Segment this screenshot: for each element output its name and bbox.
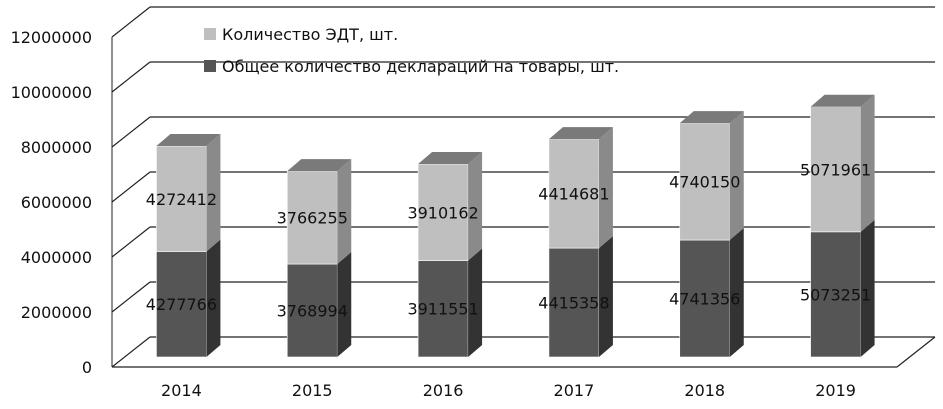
data-label: 4272412 <box>146 190 217 209</box>
bar-segment-front <box>679 122 731 241</box>
bar-segment-side <box>729 228 744 357</box>
bar-segment-front <box>679 239 731 358</box>
data-label: 3910162 <box>407 203 478 222</box>
data-label: 4414681 <box>538 185 609 204</box>
bar-segment-side <box>598 236 613 357</box>
legend-swatch <box>204 60 216 72</box>
legend-label: Общее количество деклараций на товары, ш… <box>222 57 619 76</box>
bar-top <box>156 134 221 147</box>
bar-segment-side <box>337 159 352 265</box>
bar-segment-front <box>156 145 207 252</box>
bar-segment-front <box>286 263 338 358</box>
bar-segment-front <box>810 231 861 358</box>
x-tick-label: 2014 <box>161 381 202 400</box>
grid-diagonal <box>111 61 151 93</box>
bar-segment-front <box>286 170 338 265</box>
data-label: 3766255 <box>277 209 348 228</box>
floor-right-edge <box>896 336 936 368</box>
data-label: 5071961 <box>800 160 871 179</box>
data-label: 3768994 <box>277 302 348 321</box>
bar-segment-side <box>860 94 875 232</box>
x-tick-label: 2016 <box>423 381 464 400</box>
grid-diagonal <box>111 116 151 148</box>
legend-swatch <box>204 28 216 40</box>
y-tick-label: 8000000 <box>21 138 92 157</box>
grid-diagonal <box>111 226 151 258</box>
y-tick-label: 0 <box>82 358 92 377</box>
data-label: 4740150 <box>669 173 740 192</box>
grid-diagonal <box>111 6 151 38</box>
x-tick-label: 2015 <box>292 381 333 400</box>
bar-segment-side <box>468 248 483 357</box>
data-label: 4741356 <box>669 290 740 309</box>
bar-segment-side <box>860 219 875 357</box>
bar-segment-front <box>548 138 600 249</box>
bar-segment-front <box>417 260 469 358</box>
data-label: 4277766 <box>146 295 217 314</box>
bar-segment-side <box>206 239 221 357</box>
bar-top <box>810 94 875 107</box>
data-label: 3911551 <box>407 300 478 319</box>
bar-segment-side <box>729 111 744 241</box>
bar-segment-front <box>548 247 600 358</box>
data-label: 5073251 <box>800 285 871 304</box>
bar-top <box>287 159 352 172</box>
x-tick-label: 2019 <box>815 381 856 400</box>
legend-label: Количество ЭДТ, шт. <box>222 25 398 44</box>
x-tick-label: 2017 <box>554 381 595 400</box>
y-tick-label: 12000000 <box>11 28 92 47</box>
y-tick-label: 4000000 <box>21 248 92 267</box>
bar-top <box>418 152 483 165</box>
bar-segment-front <box>417 163 469 261</box>
bar-segment-side <box>468 152 483 261</box>
x-tick-label: 2018 <box>684 381 725 400</box>
bar-segment-side <box>337 252 352 357</box>
bar-segment-front <box>810 106 861 233</box>
y-tick-label: 2000000 <box>21 303 92 322</box>
data-label: 4415358 <box>538 294 609 313</box>
bar-top <box>679 111 744 124</box>
y-tick-label: 6000000 <box>21 193 92 212</box>
grid-diagonal <box>111 171 151 203</box>
y-tick-label: 10000000 <box>11 83 92 102</box>
grid-diagonal <box>111 281 151 313</box>
bar-segment-side <box>598 127 613 249</box>
bar-top <box>548 127 613 140</box>
bar-segment-side <box>206 134 221 252</box>
grid-diagonal <box>111 336 151 368</box>
